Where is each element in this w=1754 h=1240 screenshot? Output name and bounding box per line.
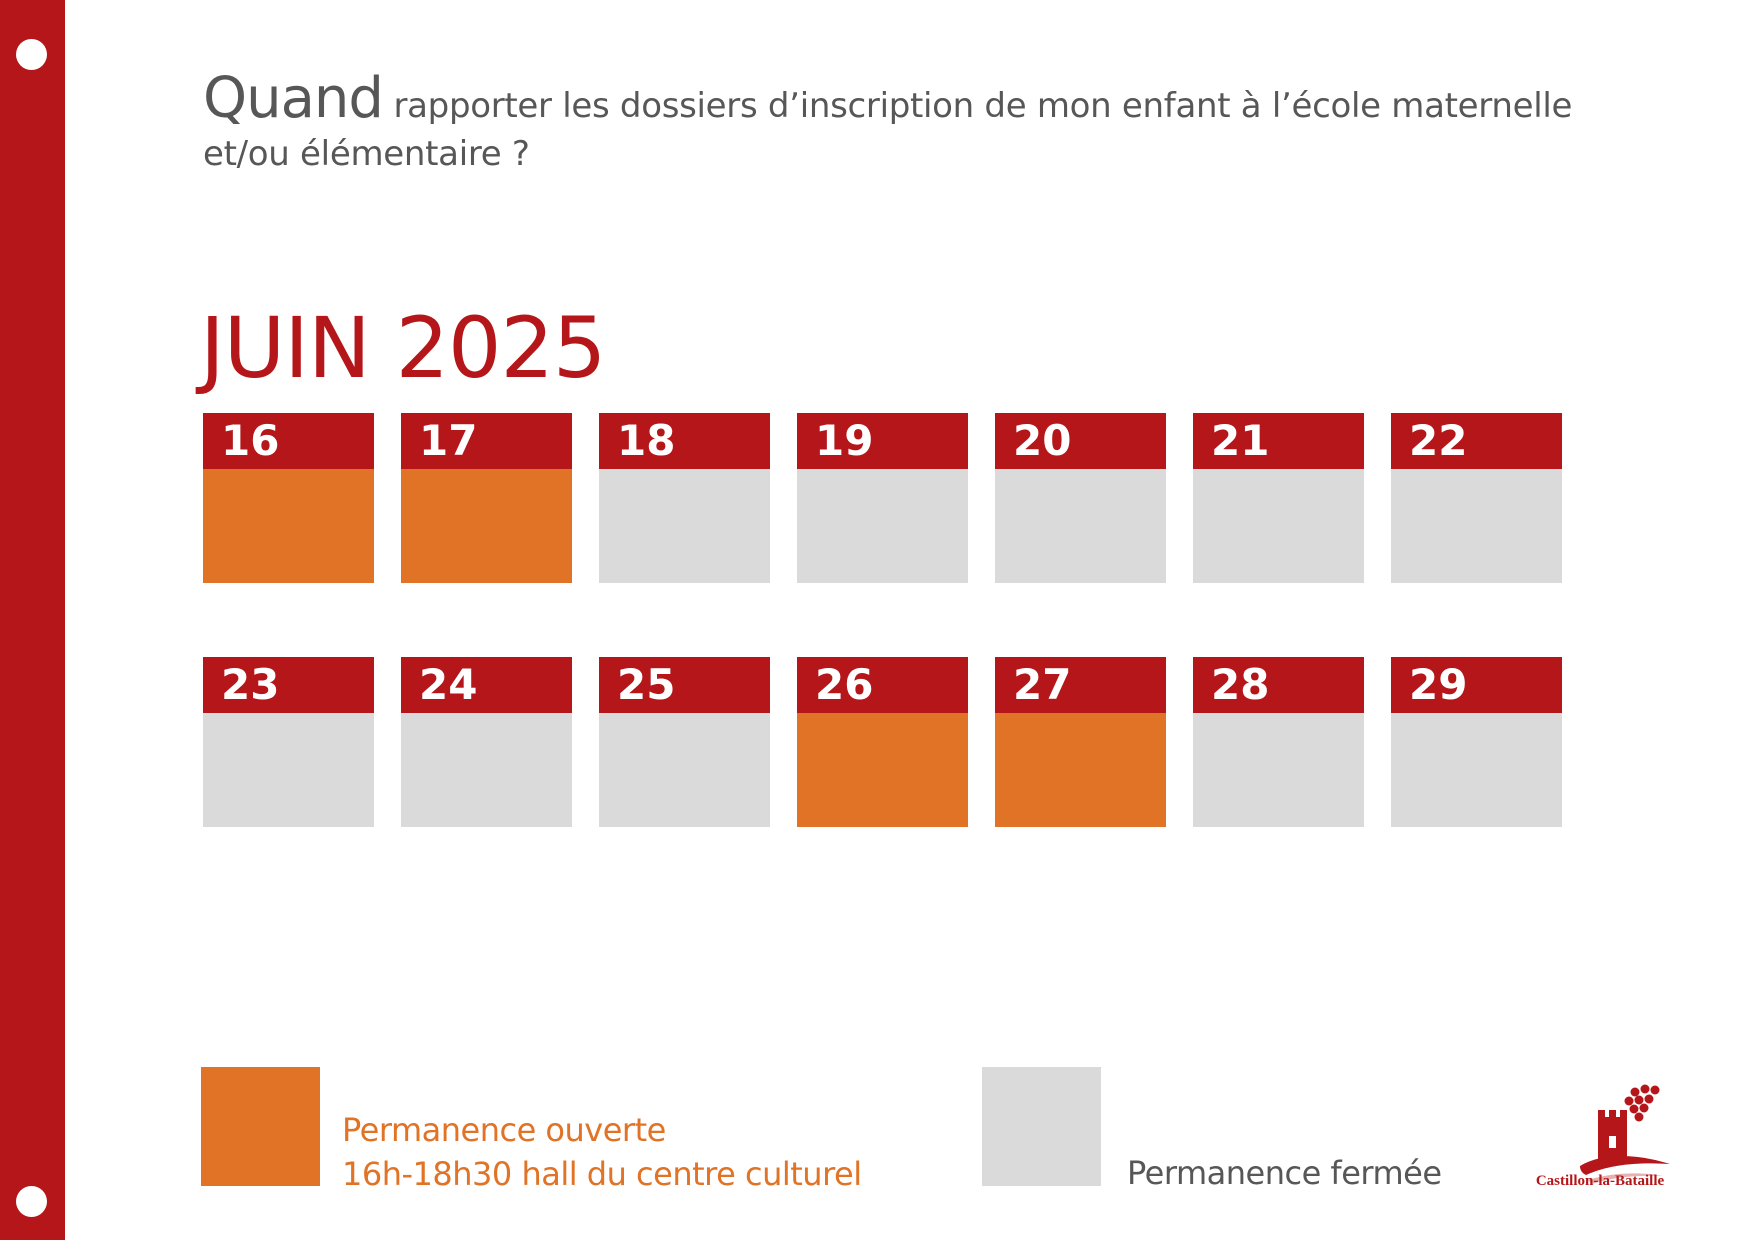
title-lead-word: Quand [203,66,384,131]
day-status-cell [401,713,572,827]
day-number: 18 [599,413,770,469]
calendar-day: 19 [797,413,968,583]
day-status-cell [797,469,968,583]
day-number: 28 [1193,657,1364,713]
calendar-day: 18 [599,413,770,583]
calendar-day: 21 [1193,413,1364,583]
day-number: 20 [995,413,1166,469]
castle-grapes-icon [1580,1084,1670,1184]
day-number: 23 [203,657,374,713]
calendar-week-2: 23 24 25 26 27 28 29 [203,657,1589,827]
day-number: 21 [1193,413,1364,469]
calendar-day: 24 [401,657,572,827]
day-status-cell [797,713,968,827]
day-status-cell [599,469,770,583]
calendar-day: 20 [995,413,1166,583]
logo-name: Castillon-la-Bataille [1535,1173,1665,1189]
day-number: 19 [797,413,968,469]
day-number: 22 [1391,413,1562,469]
day-status-cell [1391,713,1562,827]
day-status-cell [995,713,1166,827]
calendar-day: 16 [203,413,374,583]
legend-swatch-closed [982,1067,1101,1186]
legend-open-label: Permanence ouverte 16h-18h30 hall du cen… [342,1108,862,1196]
calendar-day: 23 [203,657,374,827]
day-status-cell [203,469,374,583]
day-status-cell [401,469,572,583]
calendar-day: 17 [401,413,572,583]
day-status-cell [203,713,374,827]
title-line-1: rapporter les dossiers d’inscription de … [382,86,1573,126]
day-number: 17 [401,413,572,469]
legend-swatch-open [201,1067,320,1186]
day-number: 25 [599,657,770,713]
calendar-day: 25 [599,657,770,827]
legend-open-line-2: 16h-18h30 hall du centre culturel [342,1155,862,1193]
day-number: 26 [797,657,968,713]
day-number: 27 [995,657,1166,713]
day-number: 29 [1391,657,1562,713]
day-status-cell [1193,713,1364,827]
binder-hole-top [16,39,47,70]
day-status-cell [995,469,1166,583]
binder-side-bar [0,0,65,1240]
legend-closed-label: Permanence fermée [1127,1154,1442,1192]
calendar-week-1: 16 17 18 19 20 21 22 [203,413,1589,583]
calendar-day: 26 [797,657,968,827]
day-status-cell [1391,469,1562,583]
day-number: 16 [203,413,374,469]
month-heading: JUIN 2025 [200,299,606,397]
day-status-cell [599,713,770,827]
day-number: 24 [401,657,572,713]
calendar-day: 27 [995,657,1166,827]
calendar-day: 28 [1193,657,1364,827]
title-line-2: et/ou élémentaire ? [203,134,530,174]
page-title: Quand rapporter les dossiers d’inscripti… [203,71,1603,178]
calendar-day: 29 [1391,657,1562,827]
calendar-day: 22 [1391,413,1562,583]
legend-open-line-1: Permanence ouverte [342,1111,666,1149]
day-status-cell [1193,469,1364,583]
binder-hole-bottom [16,1186,47,1217]
